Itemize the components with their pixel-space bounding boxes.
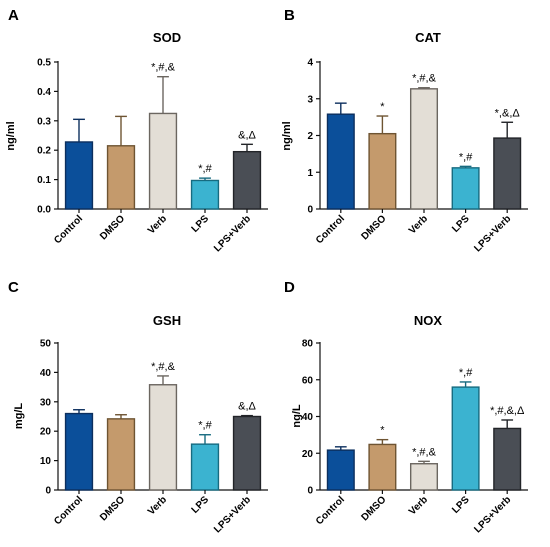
bar-lps-verb [232, 415, 262, 491]
y-axis-label: mg/L [13, 403, 25, 430]
y-tick-label: 1 [307, 168, 313, 179]
y-axis-label: ng/ml [281, 121, 293, 150]
y-tick-label: 40 [40, 368, 52, 379]
bar-verb [409, 88, 439, 210]
x-tick-label: Verb [146, 494, 169, 517]
y-tick-label: 0.4 [37, 87, 51, 98]
panel-a: A SOD ng/ml 0.0 0.1 0.2 0.3 0.4 0.5 Control DMSO *,… [5, 7, 268, 254]
bar-control [64, 141, 94, 210]
significance-label: *,# [459, 367, 473, 379]
significance-label: *,# [198, 163, 212, 175]
x-tick-label: LPS [450, 213, 472, 235]
bar-dmso [368, 443, 397, 491]
bar-verb [148, 112, 178, 210]
chart-title: NOX [414, 313, 443, 328]
y-tick-label: 0.0 [37, 205, 51, 216]
bar-control [64, 412, 94, 491]
bar-dmso [106, 418, 136, 491]
chart-title: GSH [153, 313, 181, 328]
panel-d: D NOX ng/L 0 20 40 60 80 Control * DMSO *,#,& Verb *,… [284, 279, 528, 535]
y-tick-label: 20 [40, 427, 52, 438]
significance-label: *,&,Δ [495, 107, 521, 119]
chart-title: SOD [153, 30, 181, 45]
y-tick-label: 60 [302, 375, 314, 386]
significance-label: * [380, 425, 385, 437]
y-tick-label: 50 [40, 339, 52, 350]
y-tick-label: 80 [302, 339, 314, 350]
y-tick-label: 40 [302, 412, 314, 423]
x-tick-label: Verb [407, 213, 430, 236]
x-tick-label: LPS+Verb [472, 213, 513, 254]
y-tick-label: 2 [307, 131, 313, 142]
y-tick-label: 0.1 [37, 175, 51, 186]
y-tick-label: 0 [45, 486, 51, 497]
y-tick-label: 0.5 [37, 58, 51, 69]
x-tick-label: LPS [190, 213, 212, 235]
x-tick-label: Control [314, 213, 347, 246]
x-tick-label: LPS [190, 494, 212, 516]
panel-c: C GSH mg/L 0 10 20 30 40 50 Control DMSO *,#,& Verb *… [8, 279, 268, 535]
y-tick-label: 20 [302, 449, 314, 460]
x-tick-label: Verb [407, 494, 430, 517]
panel-label: C [8, 279, 19, 296]
bar-verb [148, 384, 178, 491]
significance-label: *,#,& [412, 73, 437, 85]
bar-lps [451, 167, 480, 210]
bar-control [326, 113, 355, 210]
bar-lps [190, 443, 220, 491]
y-tick-label: 0 [307, 486, 313, 497]
significance-label: *,#,& [412, 446, 437, 458]
significance-label: &,Δ [238, 401, 256, 413]
bar-verb [409, 463, 439, 491]
bar-lps-verb [232, 150, 262, 210]
y-tick-label: 0.2 [37, 146, 51, 157]
x-tick-label: Control [52, 213, 85, 246]
x-tick-label: LPS+Verb [472, 494, 513, 535]
panel-label: A [8, 7, 19, 24]
bar-lps [451, 386, 480, 491]
x-tick-label: Verb [146, 213, 169, 236]
panel-label: B [284, 7, 295, 24]
significance-label: *,# [459, 151, 473, 163]
y-axis-label: ng/ml [5, 121, 17, 150]
bar-dmso [368, 132, 397, 210]
y-tick-label: 0 [307, 205, 313, 216]
y-tick-label: 3 [307, 94, 313, 105]
bar-lps-verb [493, 427, 522, 491]
x-tick-label: DMSO [98, 213, 127, 242]
x-tick-label: LPS+Verb [212, 213, 253, 254]
significance-label: &,Δ [238, 129, 256, 141]
significance-label: *,#,& [151, 62, 176, 74]
bar-control [326, 449, 355, 491]
x-tick-label: Control [314, 494, 347, 527]
x-tick-label: DMSO [360, 494, 389, 523]
bar-lps [190, 179, 220, 210]
panel-b: B CAT ng/ml 0 1 2 3 4 Control * DMSO *,#,& Verb *,# LP… [281, 7, 528, 254]
y-tick-label: 4 [307, 58, 313, 69]
y-tick-label: 0.3 [37, 116, 51, 127]
x-tick-label: LPS [450, 494, 472, 516]
x-tick-label: DMSO [98, 494, 127, 523]
significance-label: *,#,&,Δ [490, 405, 525, 417]
significance-label: * [380, 101, 385, 113]
x-tick-label: DMSO [360, 213, 389, 242]
significance-label: *,#,& [151, 361, 176, 373]
y-axis-label: ng/L [291, 404, 303, 427]
chart-title: CAT [415, 30, 441, 45]
bar-lps-verb [493, 137, 522, 210]
bar-dmso [106, 145, 136, 210]
significance-label: *,# [198, 420, 212, 432]
y-tick-label: 10 [40, 456, 52, 467]
y-tick-label: 30 [40, 397, 52, 408]
x-tick-label: LPS+Verb [212, 494, 253, 535]
panel-label: D [284, 279, 295, 296]
x-tick-label: Control [52, 494, 85, 527]
